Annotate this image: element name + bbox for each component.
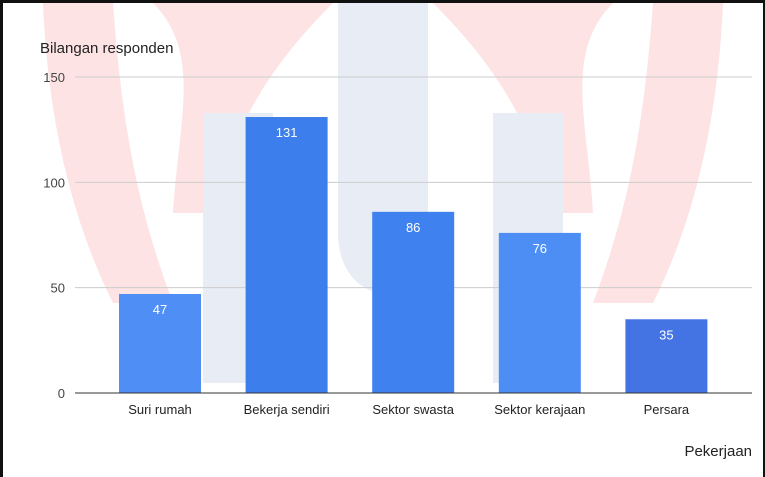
x-axis-title: Pekerjaan (684, 443, 752, 460)
watermark-top-left-arch (153, 3, 333, 213)
bar-sektor-swasta (372, 211, 455, 393)
data-label: 35 (659, 327, 673, 342)
category-labels: Suri rumah Bekerja sendiri Sektor swasta Se… (128, 402, 690, 417)
watermark-left-arch (43, 3, 173, 303)
data-labels: 47 131 86 76 35 (153, 125, 674, 342)
bar-suri-rumah (119, 293, 201, 393)
data-label: 86 (406, 220, 420, 235)
bar-chart: Bilangan responden 0 50 100 150 47 131 86 76 35… (40, 40, 752, 460)
y-tick-label: 50 (51, 281, 65, 296)
category-label: Bekerja sendiri (244, 402, 330, 417)
data-label: 76 (533, 241, 547, 256)
category-label: Sektor kerajaan (494, 402, 585, 417)
bars (119, 117, 708, 393)
data-label: 47 (153, 302, 167, 317)
category-label: Suri rumah (128, 402, 192, 417)
bar-sektor-kerajaan (498, 232, 581, 393)
category-label: Persara (644, 402, 690, 417)
bar-persara (625, 319, 708, 393)
watermark-right-arch (593, 3, 723, 303)
y-tick-labels: 0 50 100 150 (43, 70, 65, 401)
bar-bekerja-sendiri (245, 117, 328, 393)
y-tick-label: 150 (43, 70, 65, 85)
data-label: 131 (276, 125, 298, 140)
watermark-top-right-arch (433, 3, 613, 213)
y-tick-label: 100 (43, 175, 65, 190)
y-axis-title: Bilangan responden (40, 40, 173, 57)
y-tick-label: 0 (58, 386, 65, 401)
category-label: Sektor swasta (372, 402, 454, 417)
